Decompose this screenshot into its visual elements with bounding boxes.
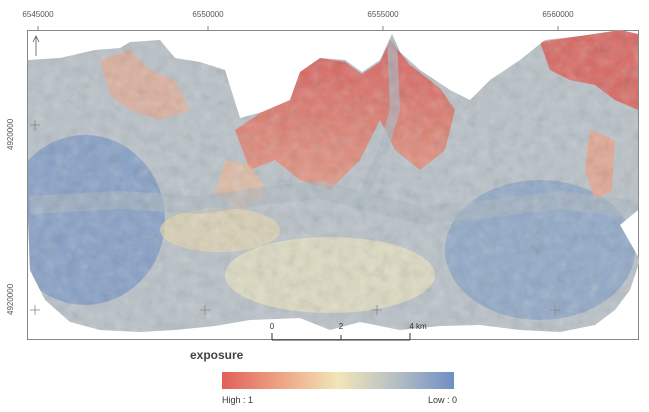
legend-color-ramp — [222, 372, 454, 389]
x-tick-4: 6560000 — [542, 10, 574, 19]
scale-label-0: 0 — [269, 322, 275, 331]
legend-title: exposure — [190, 348, 244, 362]
y-tick-1: 4920000 — [6, 118, 15, 150]
x-tick-2: 6550000 — [192, 10, 224, 19]
scale-label-4km: 4 km — [409, 322, 427, 331]
x-tick-3: 6555000 — [367, 10, 399, 19]
scale-label-2: 2 — [338, 322, 344, 331]
scale-bar — [271, 333, 411, 341]
grid-crosses — [30, 120, 560, 315]
hillshade-texture — [28, 30, 639, 332]
y-tick-2: 4920000 — [6, 283, 15, 315]
legend-high-label: High : 1 — [222, 395, 254, 405]
x-tick-1: 6545000 — [22, 10, 54, 19]
north-arrow — [32, 35, 40, 56]
legend-low-label: Low : 0 — [428, 395, 458, 405]
top-ticks — [37, 26, 559, 30]
